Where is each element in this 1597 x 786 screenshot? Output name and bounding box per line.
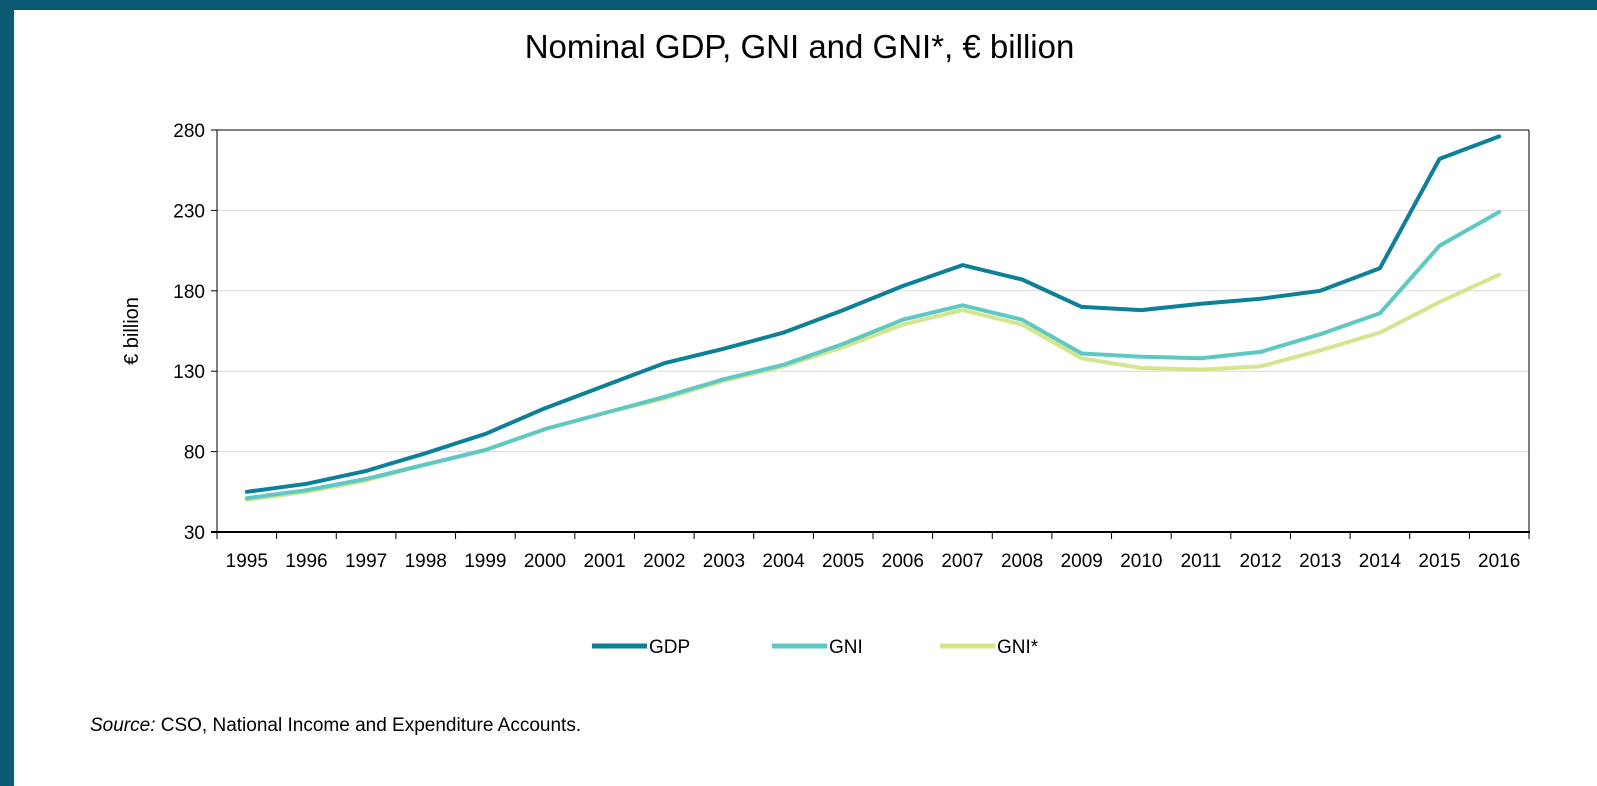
source-note: Source: CSO, National Income and Expendi… <box>90 715 581 737</box>
x-tick-label: 2012 <box>1239 551 1281 572</box>
x-tick-label: 2006 <box>882 551 924 572</box>
x-tick-label: 1998 <box>405 551 447 572</box>
source-label: Source: <box>90 715 156 736</box>
x-tick-label: 2011 <box>1181 551 1222 572</box>
x-tick-label: 2014 <box>1359 551 1402 572</box>
x-tick-label: 1996 <box>285 551 327 572</box>
line-chart: 30 80 130 180 230 280 1995 1996 1997 1998 1999 2000… <box>121 121 1530 658</box>
y-tick-label: 280 <box>173 121 205 142</box>
series-line-gdp <box>244 134 1502 494</box>
x-tick-label: 1995 <box>226 551 268 572</box>
x-tick-label: 2004 <box>762 551 805 572</box>
y-tick-label: 80 <box>184 443 205 464</box>
y-tick-label: 230 <box>173 201 205 222</box>
chart-title: Nominal GDP, GNI and GNI*, € billion <box>524 28 1075 65</box>
legend-label: GDP <box>649 637 690 658</box>
legend-label: GNI* <box>997 637 1039 658</box>
x-tick-label: 2013 <box>1299 551 1341 572</box>
source-text: CSO, National Income and Expenditure Acc… <box>155 715 582 736</box>
y-axis-label: € billion <box>121 297 143 365</box>
x-tick-label: 2009 <box>1061 551 1103 572</box>
x-tick-label: 2007 <box>941 551 983 572</box>
x-tick-label: 1999 <box>464 551 506 572</box>
series-line-gni-star <box>244 272 1502 502</box>
y-tick-label: 30 <box>184 523 205 544</box>
y-tick-label: 130 <box>173 362 205 383</box>
x-tick-label: 2000 <box>524 551 566 572</box>
x-tick-label: 2008 <box>1001 551 1043 572</box>
y-tick-label: 180 <box>173 282 205 303</box>
x-tick-label: 2016 <box>1478 551 1520 572</box>
x-tick-label: 2005 <box>822 551 864 572</box>
x-tick-label: 2015 <box>1418 551 1460 572</box>
x-tick-label: 2001 <box>583 551 625 572</box>
series-line-gni <box>244 210 1502 501</box>
chart-panel: Nominal GDP, GNI and GNI*, € billion 30 8… <box>14 10 1597 786</box>
legend-label: GNI <box>829 637 863 658</box>
x-tick-label: 1997 <box>345 551 387 572</box>
x-tick-label: 2002 <box>643 551 685 572</box>
x-tick-label: 2010 <box>1120 551 1162 572</box>
x-tick-label: 2003 <box>703 551 745 572</box>
